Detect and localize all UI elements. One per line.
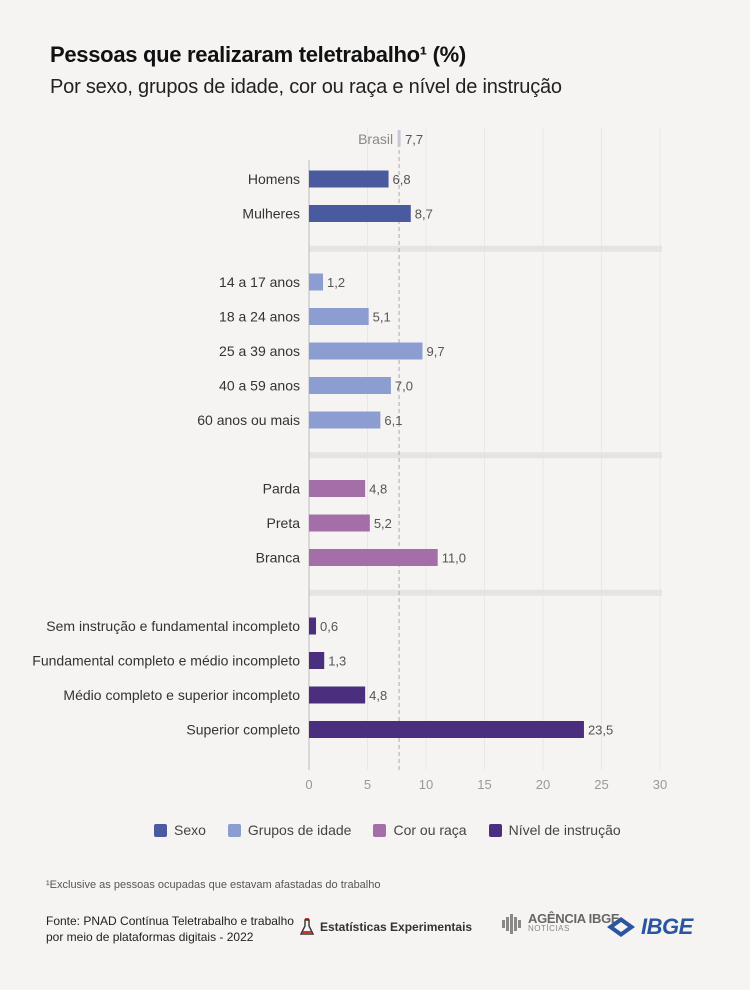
- legend: Sexo Grupos de idade Cor ou raça Nível de i…: [154, 822, 621, 838]
- experimental-flask-icon: [300, 918, 314, 935]
- legend-item: Sexo: [154, 822, 206, 838]
- category-label: Médio completo e superior incompleto: [63, 687, 300, 703]
- value-label: 7,0: [395, 379, 413, 394]
- value-label: 5,1: [373, 310, 391, 325]
- agencia-ibge-icon: [502, 914, 521, 934]
- legend-item: Nível de instrução: [488, 822, 621, 838]
- bar: [309, 617, 317, 635]
- source-line-1: Fonte: PNAD Contínua Teletrabalho e trab…: [46, 914, 294, 928]
- bar: [309, 480, 366, 497]
- value-label: 6,1: [384, 413, 402, 428]
- legend-swatch: [154, 823, 167, 837]
- x-tick-label: 30: [653, 777, 667, 792]
- category-label: Fundamental completo e médio incompleto: [32, 653, 300, 669]
- category-label: 14 a 17 anos: [219, 274, 300, 290]
- bar: [309, 170, 389, 188]
- bar: [309, 549, 438, 566]
- chart-title: Pessoas que realizaram teletrabalho¹ (%): [50, 42, 466, 67]
- legend-label: Cor ou raça: [393, 822, 467, 838]
- value-label: 23,5: [588, 723, 613, 738]
- agencia-ibge-logo: AGÊNCIA IBGE NOTÍCIAS: [502, 911, 620, 934]
- category-label: Mulheres: [242, 206, 300, 222]
- bar: [309, 377, 391, 394]
- value-label: 1,2: [327, 275, 345, 290]
- value-label: 5,2: [374, 516, 392, 531]
- category-label: Parda: [263, 481, 301, 497]
- x-tick-label: 15: [477, 777, 491, 792]
- experimentais-text: Estatísticas Experimentais: [320, 920, 473, 934]
- bar-chart: Brasil 7,7 Homens 6,8 Mulheres 8,7 14 a 17 ano…: [32, 128, 667, 792]
- legend-item: Grupos de idade: [227, 822, 352, 838]
- value-label: 11,0: [442, 551, 466, 566]
- category-label: Superior completo: [186, 722, 300, 738]
- estatisticas-experimentais-logo: Estatísticas Experimentais: [300, 918, 472, 936]
- category-label: Homens: [248, 171, 300, 187]
- value-label: 4,8: [369, 482, 387, 497]
- legend-swatch: [488, 823, 502, 837]
- bar: [309, 652, 325, 669]
- bar: [309, 514, 370, 532]
- bar: [309, 308, 369, 325]
- bar: [309, 205, 411, 222]
- category-label: 60 anos ou mais: [197, 412, 300, 428]
- source-line-2: por meio de plataformas digitais - 2022: [46, 930, 254, 944]
- legend-label: Grupos de idade: [247, 822, 352, 838]
- x-tick-label: 0: [305, 777, 312, 792]
- legend-label: Sexo: [174, 822, 206, 838]
- x-tick-label: 20: [536, 777, 550, 792]
- value-label: 0,6: [320, 619, 338, 634]
- value-label: 4,8: [369, 688, 387, 703]
- legend-label: Nível de instrução: [508, 822, 621, 838]
- noticias-text: NOTÍCIAS: [528, 924, 570, 933]
- category-label: 40 a 59 anos: [219, 378, 300, 394]
- group-separator: [309, 245, 662, 252]
- bar: [309, 273, 324, 291]
- category-label: Sem instrução e fundamental incompleto: [46, 618, 300, 634]
- legend-item: Cor ou raça: [373, 822, 467, 838]
- category-label: 18 a 24 anos: [219, 309, 300, 325]
- ibge-diamond-icon: [607, 917, 635, 937]
- group-separator: [309, 589, 662, 596]
- reference-value: 7,7: [405, 132, 423, 147]
- value-label: 6,8: [393, 172, 411, 187]
- chart-subtitle: Por sexo, grupos de idade, cor ou raça e…: [50, 76, 562, 98]
- category-label: Preta: [267, 515, 301, 531]
- reference-label: Brasil: [358, 131, 393, 147]
- bar: [309, 686, 366, 704]
- category-label: Branca: [256, 550, 301, 566]
- x-tick-label: 10: [419, 777, 433, 792]
- x-tick-label: 5: [364, 777, 371, 792]
- category-label: 25 a 39 anos: [219, 343, 300, 359]
- bar: [309, 342, 423, 360]
- reference-marker: [397, 130, 401, 147]
- value-label: 9,7: [426, 344, 444, 359]
- group-separator: [309, 452, 662, 459]
- agencia-text: AGÊNCIA IBGE: [528, 911, 620, 926]
- footnote: ¹Exclusive as pessoas ocupadas que estav…: [46, 879, 381, 891]
- legend-swatch: [373, 823, 387, 837]
- source-text: Fonte: PNAD Contínua Teletrabalho e trab…: [46, 913, 306, 945]
- ibge-logo: IBGE: [606, 914, 693, 940]
- bar: [309, 411, 381, 429]
- bar: [309, 721, 584, 738]
- ibge-text: IBGE: [641, 914, 693, 939]
- legend-swatch: [227, 823, 241, 837]
- value-label: 8,7: [415, 207, 433, 222]
- value-label: 1,3: [328, 654, 346, 669]
- x-tick-label: 25: [594, 777, 608, 792]
